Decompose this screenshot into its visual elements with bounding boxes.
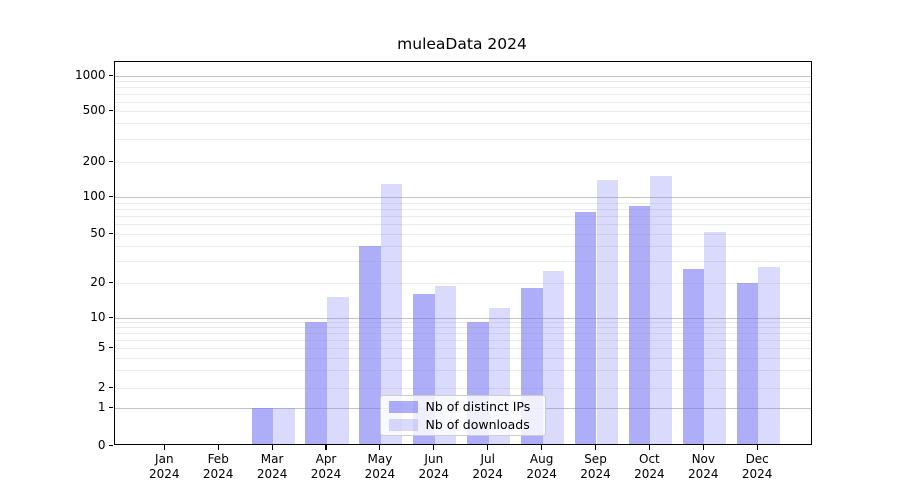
bar-aug-downloads [542, 271, 565, 444]
x-tick-label: Jul 2024 [472, 452, 503, 481]
gridline-minor [114, 234, 811, 235]
y-tick-label: 200 [82, 153, 106, 168]
y-tick-label: 500 [82, 103, 106, 117]
x-tick-label: Mar 2024 [256, 452, 288, 481]
gridline-minor [114, 333, 811, 335]
x-tick-mark [217, 445, 219, 450]
x-tick-label: Nov 2024 [688, 452, 719, 481]
gridline-minor [114, 283, 811, 284]
bar-oct-distinct-ips [628, 205, 651, 444]
x-tick-mark [325, 445, 327, 450]
gridline-minor [114, 261, 811, 263]
bar-apr-downloads [327, 297, 349, 444]
y-tick-mark [108, 386, 113, 388]
gridline-minor [114, 93, 811, 95]
gridline-minor [114, 339, 811, 341]
legend-swatch-distinct-ips [388, 400, 418, 413]
gridline-minor [114, 202, 811, 204]
x-tick-label: Oct 2024 [634, 452, 665, 481]
gridline-major [114, 197, 811, 198]
plot-area: Nb of distinct IPs Nb of downloads [113, 61, 812, 445]
legend-item-downloads: Nb of downloads [388, 417, 537, 432]
x-tick-label: Apr 2024 [310, 452, 342, 481]
gridline-minor [114, 224, 811, 226]
gridline-minor [114, 139, 811, 141]
bar-may-downloads [380, 183, 403, 444]
gridline-minor [114, 370, 811, 372]
y-tick-mark [108, 233, 113, 235]
y-tick-label: 5 [97, 340, 106, 354]
gridline-minor [114, 111, 811, 112]
legend-label-distinct-ips: Nb of distinct IPs [425, 399, 531, 414]
y-tick-label: 2 [97, 379, 106, 394]
y-tick-label: 20 [90, 275, 106, 289]
bar-sep-downloads [596, 179, 619, 444]
x-tick-label: Sep 2024 [580, 452, 611, 481]
bar-oct-downloads [650, 176, 672, 444]
bar-mar-downloads [273, 408, 295, 444]
y-tick-mark [108, 196, 113, 198]
x-tick-mark [648, 445, 650, 450]
x-tick-mark [594, 445, 597, 450]
x-tick-label: Aug 2024 [526, 452, 557, 481]
y-tick-mark [108, 160, 113, 162]
y-tick-label: 100 [82, 189, 106, 203]
legend-label-downloads: Nb of downloads [425, 417, 530, 432]
gridline-minor [114, 216, 811, 218]
gridline-minor [114, 322, 811, 324]
x-tick-label: Feb 2024 [202, 452, 234, 481]
y-tick-label: 10 [90, 309, 106, 324]
gridline-minor [114, 86, 811, 88]
y-tick-label: 1000 [74, 67, 106, 82]
gridline-minor [114, 327, 811, 329]
y-tick-mark [108, 347, 113, 349]
gridline-minor [114, 348, 811, 349]
gridline-minor [114, 357, 811, 359]
legend-item-distinct-ips: Nb of distinct IPs [388, 399, 537, 414]
bar-dec-downloads [758, 266, 780, 444]
x-tick-mark [487, 445, 489, 450]
x-tick-label: May 2024 [364, 452, 396, 481]
y-tick-label: 0 [97, 438, 106, 452]
y-tick-mark [108, 282, 113, 284]
y-tick-mark [108, 445, 113, 447]
gridline-major [114, 317, 811, 319]
x-tick-mark [756, 445, 758, 450]
gridline-minor [114, 387, 811, 389]
gridline-minor [114, 80, 811, 82]
x-tick-mark [433, 445, 435, 450]
chart-title: muleaData 2024 [397, 35, 527, 53]
bar-apr-distinct-ips [305, 322, 327, 444]
gridline-minor [114, 208, 811, 210]
y-tick-mark [108, 316, 113, 318]
bar-nov-distinct-ips [682, 268, 705, 444]
bar-sep-distinct-ips [574, 212, 597, 444]
x-tick-mark [379, 445, 381, 450]
gridline-minor [114, 245, 811, 247]
x-tick-label: Jan 2024 [149, 452, 180, 481]
gridline-major [114, 75, 811, 77]
gridline-minor [114, 123, 811, 125]
bar-mar-distinct-ips [251, 408, 274, 444]
legend: Nb of distinct IPs Nb of downloads [379, 395, 546, 436]
x-tick-mark [541, 445, 543, 450]
y-tick-mark [108, 110, 113, 112]
bar-dec-distinct-ips [736, 283, 759, 444]
y-tick-label: 50 [90, 226, 106, 240]
x-tick-label: Jun 2024 [418, 452, 450, 481]
y-tick-label: 1 [97, 400, 106, 415]
x-tick-mark [163, 445, 165, 450]
y-tick-mark [108, 407, 113, 409]
legend-swatch-downloads [388, 418, 418, 431]
gridline-minor [114, 101, 811, 103]
x-tick-mark [271, 445, 273, 450]
bar-nov-downloads [704, 231, 726, 444]
y-tick-mark [108, 74, 113, 76]
bar-may-distinct-ips [359, 245, 381, 444]
x-tick-mark [702, 445, 704, 450]
x-tick-label: Dec 2024 [741, 452, 773, 481]
gridline-minor [114, 161, 811, 163]
